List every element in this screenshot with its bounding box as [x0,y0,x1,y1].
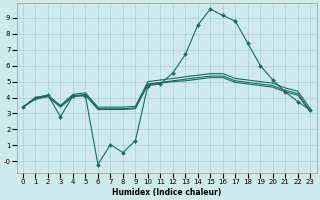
X-axis label: Humidex (Indice chaleur): Humidex (Indice chaleur) [112,188,221,197]
